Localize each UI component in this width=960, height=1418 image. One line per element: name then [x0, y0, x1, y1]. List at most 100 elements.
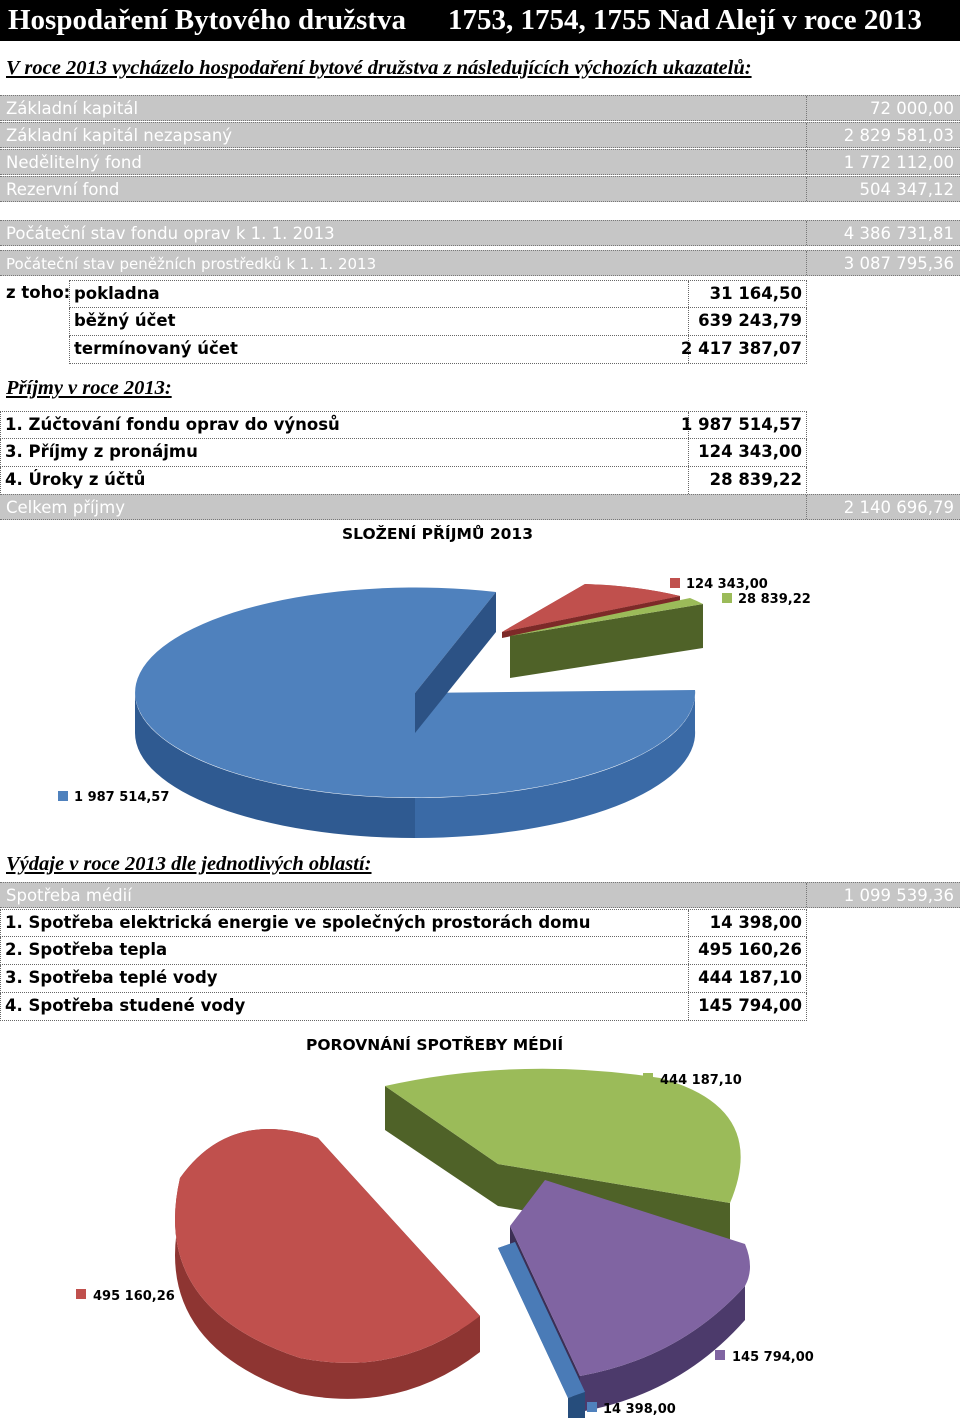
media-pie-chart: 444 187,10 495 160,26 145 794,00 14 398,… [76, 1068, 814, 1418]
expense-item-value: 14 398,00 [709, 913, 802, 932]
capital-row: Základní kapitál nezapsaný 2 829 581,03 [0, 122, 960, 148]
legend-swatch-rental [670, 578, 680, 588]
pie-slice-income-rental [502, 584, 680, 638]
cell-divider [688, 336, 689, 363]
income-pie-chart: 124 343,00 28 839,22 1 987 514,57 [58, 577, 811, 838]
expense-table: 1. Spotřeba elektrická energie ve společ… [0, 909, 807, 1021]
intro-heading: V roce 2013 vycházelo hospodaření bytové… [6, 57, 752, 79]
pie-slice-electricity [498, 1242, 585, 1418]
data-label-electricity: 14 398,00 [603, 1402, 676, 1417]
cash-start-value: 3 087 795,36 [843, 254, 954, 273]
repair-fund-row: Počáteční stav fondu oprav k 1. 1. 2013 … [0, 220, 960, 246]
media-total-value: 1 099 539,36 [843, 886, 954, 905]
income-item-row: 3. Příjmy z pronájmu 124 343,00 [0, 439, 807, 467]
cash-item-label: termínovaný účet [74, 339, 238, 358]
expense-item-row: 1. Spotřeba elektrická energie ve společ… [0, 909, 807, 937]
cash-item-value: 639 243,79 [698, 311, 802, 330]
cell-divider [688, 910, 689, 936]
of-which-label: z toho: [6, 283, 71, 302]
capital-table: Základní kapitál 72 000,00 Základní kapi… [0, 95, 960, 202]
capital-row-label: Základní kapitál [6, 99, 139, 118]
data-label-repair-fund: 1 987 514,57 [74, 790, 169, 805]
income-total-label: Celkem příjmy [6, 498, 125, 517]
income-item-row: 1. Zúčtování fondu oprav do výnosů 1 987… [0, 411, 807, 439]
expense-item-row: 2. Spotřeba tepla 495 160,26 [0, 937, 807, 965]
capital-row-value: 72 000,00 [870, 99, 954, 118]
income-heading: Příjmy v roce 2013: [6, 377, 172, 399]
data-label-heating: 495 160,26 [93, 1289, 175, 1304]
expense-item-label: 1. Spotřeba elektrická energie ve společ… [5, 913, 591, 932]
expense-item-label: 4. Spotřeba studené vody [5, 996, 246, 1015]
cell-divider [806, 883, 808, 907]
repair-fund-label: Počáteční stav fondu oprav k 1. 1. 2013 [6, 224, 335, 243]
expense-item-label: 3. Spotřeba teplé vody [5, 968, 218, 987]
cell-divider [688, 308, 689, 335]
page-title: Hospodaření Bytového družstva [8, 4, 406, 36]
pie-slice-income-interest [510, 598, 703, 678]
cell-divider [806, 495, 808, 519]
capital-row-label: Rezervní fond [6, 180, 120, 199]
capital-row-value: 2 829 581,03 [843, 126, 954, 145]
legend-swatch-interest [722, 593, 732, 603]
media-chart-title: POROVNÁNÍ SPOTŘEBY MÉDIÍ [306, 1036, 564, 1054]
media-total-row: Spotřeba médií 1 099 539,36 [0, 882, 960, 908]
expense-item-label: 2. Spotřeba tepla [5, 940, 168, 959]
capital-row-label: Nedělitelný fond [6, 153, 142, 172]
legend-swatch-electricity [587, 1402, 597, 1412]
cell-divider [806, 251, 808, 275]
cell-divider [688, 993, 689, 1020]
cell-divider [806, 177, 808, 201]
cell-divider [806, 150, 808, 174]
cell-divider [688, 439, 689, 466]
legend-swatch-heating [76, 1289, 86, 1299]
pie-slice-income-repair-fund [135, 587, 696, 838]
page-title-bar: Hospodaření Bytového družstva 1753, 1754… [0, 0, 960, 41]
income-total-row: Celkem příjmy 2 140 696,79 [0, 494, 960, 520]
expense-item-value: 145 794,00 [698, 996, 802, 1015]
cell-divider [688, 281, 689, 307]
pie-slice-hot-water [385, 1068, 741, 1246]
cash-item-label: pokladna [74, 284, 160, 303]
income-item-label: 3. Příjmy z pronájmu [5, 442, 198, 461]
legend-swatch-hot-water [643, 1073, 653, 1083]
cell-divider [688, 412, 689, 438]
expense-item-row: 4. Spotřeba studené vody 145 794,00 [0, 993, 807, 1021]
cash-start-row: Počáteční stav peněžních prostředků k 1.… [0, 250, 960, 276]
cell-divider [688, 467, 689, 494]
page-title-buildings: 1753, 1754, 1755 Nad Alejí v roce 2013 [448, 4, 922, 36]
expense-item-row: 3. Spotřeba teplé vody 444 187,10 [0, 965, 807, 993]
pie-slice-heating [175, 1129, 480, 1399]
income-chart-title: SLOŽENÍ PŘÍJMŮ 2013 [342, 525, 534, 543]
capital-row-value: 504 347,12 [859, 180, 954, 199]
capital-row: Rezervní fond 504 347,12 [0, 176, 960, 202]
data-label-interest: 28 839,22 [738, 592, 811, 607]
capital-row-label: Základní kapitál nezapsaný [6, 126, 233, 145]
income-item-value: 1 987 514,57 [680, 415, 802, 434]
capital-row: Základní kapitál 72 000,00 [0, 95, 960, 121]
cash-item-value: 2 417 387,07 [680, 339, 802, 358]
expense-heading: Výdaje v roce 2013 dle jednotlivých obla… [6, 853, 372, 875]
media-chart-labels: 444 187,10 495 160,26 145 794,00 14 398,… [76, 1073, 814, 1417]
repair-fund-value: 4 386 731,81 [843, 224, 954, 243]
cash-item-row: pokladna 31 164,50 [69, 280, 807, 308]
cash-item-value: 31 164,50 [709, 284, 802, 303]
cash-start-label: Počáteční stav peněžních prostředků k 1.… [6, 255, 377, 273]
income-chart-labels: 124 343,00 28 839,22 1 987 514,57 [58, 577, 811, 805]
cash-item-row: termínovaný účet 2 417 387,07 [69, 336, 807, 364]
data-label-hot-water: 444 187,10 [660, 1073, 742, 1088]
data-label-rental: 124 343,00 [686, 577, 768, 592]
income-item-label: 4. Úroky z účtů [5, 470, 146, 489]
income-total-value: 2 140 696,79 [843, 498, 954, 517]
cash-breakdown-table: pokladna 31 164,50 běžný účet 639 243,79… [69, 280, 807, 364]
cash-item-row: běžný účet 639 243,79 [69, 308, 807, 336]
data-label-cold-water: 145 794,00 [732, 1350, 814, 1365]
legend-swatch-cold-water [715, 1350, 725, 1360]
cell-divider [806, 96, 808, 120]
income-item-value: 124 343,00 [698, 442, 802, 461]
cash-item-label: běžný účet [74, 311, 176, 330]
capital-row: Nedělitelný fond 1 772 112,00 [0, 149, 960, 175]
income-item-label: 1. Zúčtování fondu oprav do výnosů [5, 415, 340, 434]
legend-swatch-repair-fund [58, 791, 68, 801]
cell-divider [806, 123, 808, 147]
cell-divider [688, 965, 689, 992]
